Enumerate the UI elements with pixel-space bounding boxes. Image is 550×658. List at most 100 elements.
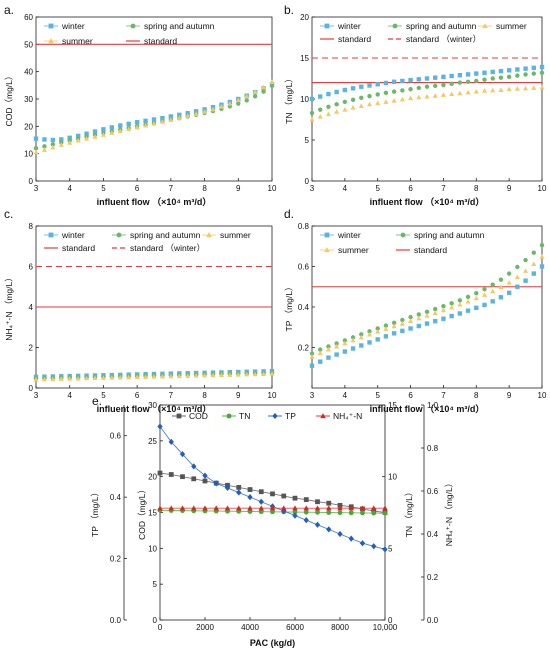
- x-tick-label: 10: [268, 391, 277, 400]
- data-point: [359, 540, 366, 547]
- data-point: [315, 499, 320, 505]
- x-tick-label: 7: [441, 391, 446, 400]
- data-point: [109, 375, 115, 380]
- y-axis-label: TP （mg/L）: [90, 488, 100, 537]
- data-point: [179, 451, 186, 458]
- data-point: [247, 494, 253, 501]
- x-axis-label: influent flow （×10⁴ m³/d）: [97, 404, 212, 414]
- chart-panel-d: d. 3 4 5 6 7 8 9 10 0.2 0.4 0.6 0.8 TP （mg/L） influent…: [284, 207, 547, 414]
- data-point: [531, 250, 536, 255]
- series-line: [159, 426, 386, 550]
- y-tick-label: 50: [24, 40, 33, 49]
- data-point: [375, 329, 381, 334]
- data-point: [408, 86, 413, 92]
- x-tick-label: 8: [202, 184, 207, 193]
- data-point: [134, 374, 140, 380]
- data-point: [326, 510, 332, 515]
- x-tick-label: 9: [236, 391, 241, 400]
- data-point: [367, 329, 372, 334]
- data-point: [424, 76, 430, 81]
- data-point: [465, 308, 471, 313]
- data-point: [42, 144, 47, 149]
- legend: COD TN TP NH₄⁺-N: [172, 411, 362, 421]
- x-tick-label: 10: [538, 391, 547, 400]
- x-tick-label: 4: [67, 391, 72, 400]
- data-point: [309, 116, 315, 122]
- legend-label: summer: [338, 245, 369, 255]
- data-point: [506, 74, 512, 80]
- data-point: [190, 505, 197, 511]
- x-tick-label: 5: [375, 391, 380, 400]
- x-tick-label: 3: [310, 391, 315, 400]
- data-point: [101, 127, 106, 132]
- y-axis-label: COD（mg/L）: [137, 485, 147, 540]
- data-point: [303, 497, 309, 502]
- data-point: [269, 83, 275, 89]
- data-point: [218, 104, 224, 109]
- x-tick-label: 6000: [286, 623, 304, 632]
- y-tick-label: 20: [300, 13, 309, 22]
- data-point: [337, 510, 343, 516]
- data-point: [100, 132, 106, 137]
- data-point: [143, 118, 148, 124]
- data-point: [202, 505, 208, 511]
- data-point: [41, 376, 47, 382]
- data-point: [151, 374, 157, 379]
- x-tick-label: 9: [507, 184, 512, 193]
- data-point: [481, 88, 488, 93]
- chart-panel-e: e. 0 2000 4000 6000 8000 10,000 PAC (kg/d) 0 5 10 1…: [90, 394, 454, 648]
- data-point: [157, 470, 163, 476]
- series-nh4: [157, 505, 388, 511]
- y-tick-label: 20: [24, 122, 33, 131]
- data-point: [281, 493, 287, 499]
- data-point: [326, 500, 332, 506]
- data-point: [416, 77, 421, 82]
- y-tick-label: 15: [148, 509, 157, 518]
- data-point: [235, 371, 241, 377]
- data-point: [375, 100, 381, 106]
- data-point: [258, 489, 264, 495]
- data-point: [482, 302, 487, 308]
- data-point: [382, 546, 388, 553]
- data-point: [168, 117, 174, 122]
- x-tick-label: 6: [135, 391, 140, 400]
- data-point: [258, 498, 264, 505]
- data-point: [348, 510, 354, 516]
- data-point: [58, 142, 64, 147]
- data-point: [92, 129, 98, 134]
- data-point: [383, 323, 389, 328]
- legend: winter spring and autumn summer standard: [320, 230, 485, 255]
- data-point: [424, 84, 430, 89]
- legend-marker: [116, 232, 122, 238]
- legend-marker: [482, 23, 488, 29]
- data-point: [193, 109, 199, 114]
- data-point: [383, 99, 389, 104]
- data-point: [236, 489, 242, 496]
- data-point: [337, 530, 343, 538]
- legend-label: standard （winter）: [130, 243, 205, 253]
- data-point: [449, 304, 455, 310]
- data-point: [350, 335, 356, 340]
- series-tp: [157, 423, 388, 553]
- data-point: [391, 89, 397, 94]
- y-tick-label: 0.0: [110, 616, 122, 625]
- data-point: [235, 97, 241, 103]
- data-point: [490, 288, 496, 294]
- data-point: [408, 318, 414, 323]
- legend-label: TP: [285, 411, 296, 421]
- data-point: [315, 509, 320, 515]
- panel-label: c.: [4, 207, 13, 221]
- legend-label: standard: [338, 34, 371, 44]
- data-point: [292, 509, 298, 515]
- data-point: [342, 340, 348, 346]
- data-point: [424, 93, 430, 99]
- data-point: [465, 298, 471, 304]
- data-point: [309, 96, 315, 102]
- data-point: [367, 340, 372, 345]
- x-tick-label: 10,000: [373, 623, 398, 632]
- data-point: [360, 510, 365, 516]
- data-point: [400, 78, 405, 84]
- data-point: [482, 70, 487, 75]
- panel-label: e.: [92, 394, 102, 408]
- data-point: [433, 306, 438, 312]
